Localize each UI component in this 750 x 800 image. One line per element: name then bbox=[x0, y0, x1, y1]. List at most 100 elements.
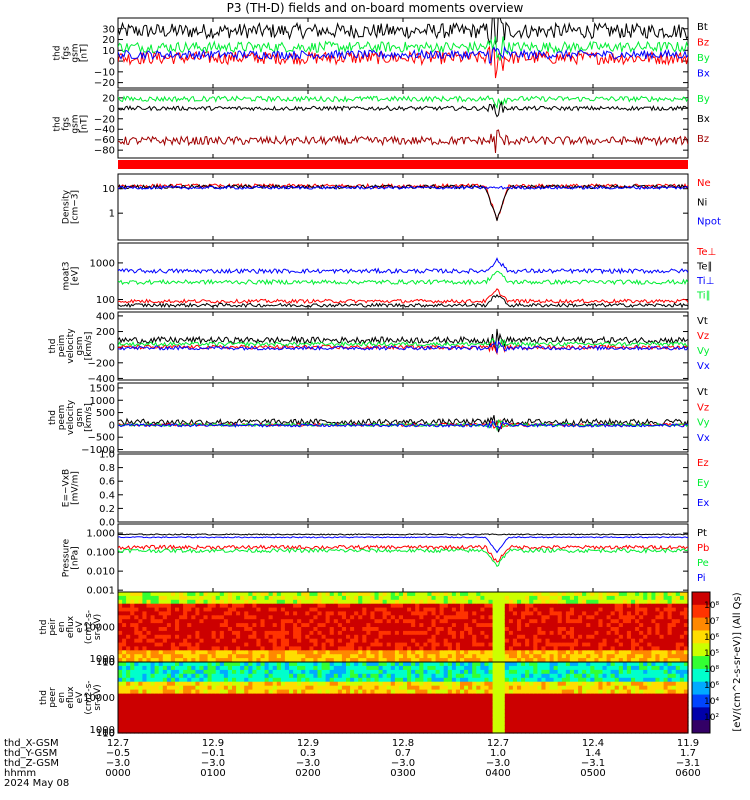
heatmap-cell bbox=[126, 595, 131, 601]
heatmap-cell bbox=[663, 638, 669, 644]
heatmap-cell bbox=[158, 677, 164, 683]
heatmap-cell bbox=[293, 654, 298, 659]
heatmap-cell bbox=[305, 615, 310, 620]
heatmap-cell bbox=[647, 642, 652, 648]
heatmap-cell bbox=[134, 665, 139, 671]
heatmap-cell bbox=[569, 658, 575, 663]
heatmap-cell bbox=[232, 685, 237, 691]
heatmap-cell bbox=[252, 619, 258, 624]
heatmap-cell bbox=[362, 681, 367, 687]
heatmap-cell bbox=[370, 634, 376, 640]
heatmap-cell bbox=[362, 634, 367, 640]
heatmap-cell bbox=[350, 630, 355, 636]
heatmap-cell bbox=[447, 603, 453, 609]
heatmap-cell bbox=[142, 669, 148, 675]
heatmap-cell bbox=[313, 634, 319, 640]
heatmap-cell bbox=[423, 701, 429, 706]
heatmap-cell bbox=[553, 709, 559, 714]
heatmap-cell bbox=[142, 619, 148, 624]
heatmap-cell bbox=[582, 623, 587, 628]
heatmap-cell bbox=[199, 677, 205, 683]
heatmap-cell bbox=[647, 607, 652, 613]
heatmap-cell bbox=[289, 697, 294, 702]
heatmap-cell bbox=[663, 630, 669, 636]
heatmap-cell bbox=[244, 689, 249, 695]
heatmap-cell bbox=[525, 701, 530, 706]
legend-Te∥: Te∥ bbox=[696, 262, 713, 273]
heatmap-cell bbox=[492, 603, 498, 609]
heatmap-cell bbox=[545, 650, 551, 655]
heatmap-cell bbox=[203, 630, 209, 636]
heatmap-cell bbox=[464, 705, 469, 710]
heatmap-cell bbox=[569, 607, 575, 613]
heatmap-cell bbox=[382, 630, 388, 636]
heatmap-cell bbox=[260, 729, 266, 734]
legend-Bt: Bt bbox=[697, 22, 708, 33]
heatmap-cell bbox=[557, 701, 563, 706]
heatmap-cell bbox=[211, 673, 217, 679]
heatmap-cell bbox=[504, 673, 510, 679]
heatmap-cell bbox=[358, 619, 363, 624]
heatmap-cell bbox=[183, 623, 188, 628]
heatmap-cell bbox=[626, 658, 632, 663]
heatmap-cell bbox=[488, 693, 494, 699]
heatmap-cell bbox=[313, 681, 319, 687]
heatmap-cell bbox=[480, 619, 486, 624]
heatmap-cell bbox=[272, 599, 278, 605]
heatmap-cell bbox=[122, 634, 127, 640]
heatmap-cell bbox=[492, 713, 498, 718]
heatmap-cell bbox=[203, 611, 209, 616]
heatmap-cell bbox=[504, 611, 510, 616]
heatmap-cell bbox=[301, 721, 306, 726]
heatmap-cell bbox=[382, 713, 388, 718]
heatmap-cell bbox=[227, 658, 233, 663]
heatmap-cell bbox=[545, 642, 551, 648]
heatmap-cell bbox=[492, 595, 498, 601]
heatmap-cell bbox=[517, 630, 522, 636]
heatmap-cell bbox=[232, 658, 237, 663]
heatmap-cell bbox=[443, 729, 449, 734]
heatmap-cell bbox=[419, 677, 424, 683]
heatmap-cell bbox=[252, 689, 258, 695]
heatmap-cell bbox=[419, 623, 424, 628]
heatmap-cell bbox=[508, 599, 514, 605]
heatmap-cell bbox=[647, 592, 652, 597]
heatmap-cell bbox=[264, 677, 270, 683]
heatmap-cell bbox=[631, 646, 636, 651]
heatmap-cell bbox=[236, 729, 241, 734]
heatmap-cell bbox=[423, 592, 429, 597]
heatmap-cell bbox=[187, 725, 192, 730]
heatmap-cell bbox=[333, 611, 339, 616]
heatmap-cell bbox=[382, 685, 388, 691]
heatmap-cell bbox=[203, 721, 209, 726]
heatmap-cell bbox=[366, 650, 372, 655]
heatmap-cell bbox=[631, 627, 636, 632]
heatmap-cell bbox=[472, 658, 477, 663]
heatmap-cell bbox=[663, 642, 669, 648]
heatmap-cell bbox=[227, 642, 233, 648]
heatmap-cell bbox=[130, 650, 135, 655]
heatmap-cell bbox=[484, 650, 490, 655]
heatmap-cell bbox=[183, 642, 188, 648]
heatmap-cell bbox=[207, 615, 213, 620]
heatmap-cell bbox=[635, 634, 640, 640]
heatmap-cell bbox=[232, 705, 237, 710]
heatmap-cell bbox=[301, 669, 306, 675]
heatmap-cell bbox=[545, 725, 551, 730]
heatmap-cell bbox=[488, 658, 494, 663]
heatmap-cell bbox=[293, 630, 298, 636]
heatmap-cell bbox=[537, 685, 543, 691]
heatmap-cell bbox=[264, 713, 270, 718]
heatmap-cell bbox=[166, 681, 172, 687]
heatmap-cell bbox=[496, 650, 502, 655]
heatmap-cell bbox=[244, 669, 249, 675]
heatmap-cell bbox=[215, 709, 221, 714]
heatmap-cell bbox=[244, 693, 249, 699]
heatmap-cell bbox=[297, 634, 302, 640]
heatmap-cell bbox=[407, 627, 412, 632]
heatmap-cell bbox=[272, 642, 278, 648]
heatmap-cell bbox=[309, 595, 315, 601]
heatmap-cell bbox=[639, 607, 644, 613]
heatmap-cell bbox=[284, 615, 290, 620]
heatmap-cell bbox=[162, 599, 168, 605]
